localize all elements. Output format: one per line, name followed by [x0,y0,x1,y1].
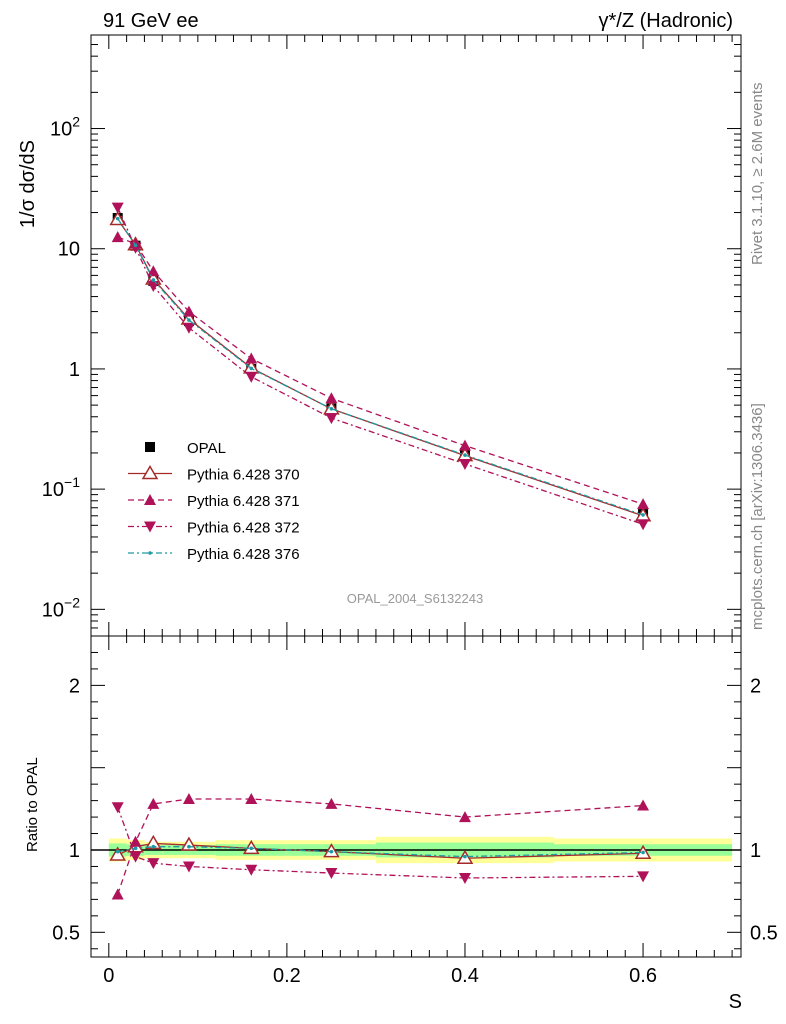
main-ytick-label: 10−1 [42,474,80,501]
ratio-series-1-point-3 [182,792,195,804]
ratio-ytick-label: 2 [69,675,80,697]
ratio-xtick-label: 0 [103,965,114,987]
main-series-4-point-6 [463,453,467,457]
analysis-watermark: OPAL_2004_S6132243 [347,591,483,606]
ratio-series-1-point-0 [111,888,124,900]
main-series-2-point-7 [637,498,650,510]
legend-marker-4 [148,551,152,555]
ratio-series-0-point-0 [109,846,127,861]
ratio-series-2-point-4 [245,864,258,876]
ratio-series-3-point-3 [187,844,191,849]
ratio-xtick-label: 0.4 [451,965,479,987]
ratio-series-1-point-4 [245,792,258,804]
ratio-series-3-point-7 [641,850,645,855]
legend-marker-1 [141,465,159,480]
ratio-series-3-point-0 [115,849,120,854]
main-series-3-point-2 [147,280,160,292]
ratio-series-2-point-6 [458,872,471,884]
main-ytick-label: 102 [50,114,80,141]
main-series-2-point-4 [245,352,258,364]
ratio-series-2-point-2 [147,858,160,870]
main-series-2-point-0 [111,231,124,243]
main-series-4-point-7 [641,513,645,517]
ratio-frame [90,635,742,958]
main-series-3-point-6 [458,458,471,470]
ratio-series-2-point-1 [129,851,142,863]
legend-label-2: Pythia 6.428 371 [187,493,300,510]
main-series-2-point-3 [182,305,195,317]
main-series-4-line [117,218,644,516]
main-ytick-label: 10 [58,239,80,261]
side-label-rivet: Rivet 3.1.10, ≥ 2.6M events [749,83,766,266]
main-series-2-line [117,236,644,505]
main-series-3-point-3 [182,322,195,334]
main-series-4-point-5 [329,406,334,411]
side-label-mcplots: mcplots.cern.ch [arXiv:1306.3436] [749,403,766,630]
main-ytick-label: 1 [69,359,80,381]
main-series-3-point-7 [637,519,650,531]
ratio-series-1-line [117,798,644,895]
x-axis-label: S [729,991,742,1013]
ratio-ytick-label: 0.5 [52,922,80,944]
main-series-2-point-2 [147,265,160,277]
legend-label-1: Pythia 6.428 370 [187,467,300,484]
ratio-series-2-point-7 [637,871,650,883]
main-series-3-point-0 [111,202,124,214]
main-series-2-point-6 [458,439,471,451]
main-plot: 10−2 10−1 1 10 102 [42,34,742,637]
ratio-series-2-point-3 [182,861,195,873]
legend: OPAL Pythia 6.428 370 Pythia 6.428 371 Pyth… [128,440,300,563]
legend-label-0: OPAL [187,440,226,457]
legend-label-4: Pythia 6.428 376 [187,546,300,563]
main-series-3-point-1 [129,242,142,254]
main-series-4-point-2 [151,278,156,282]
legend-marker-2 [144,494,156,505]
ratio-series-1-point-7 [637,799,650,811]
ratio-series-1-point-6 [458,811,471,823]
ratio-series-1-point-5 [325,797,338,809]
main-series-4-point-1 [133,243,138,248]
ratio-plot: 0.5 0.5 1 1 2 2 0 0.2 0.4 0.6 [52,635,778,987]
header-left: 91 GeV ee [103,10,199,32]
main-series-4-point-4 [249,366,254,371]
ratio-ytick-label: 1 [69,840,80,862]
ratio-ylabel: Ratio to OPAL [24,757,41,852]
ratio-series-2-point-0 [111,802,124,814]
legend-label-3: Pythia 6.428 372 [187,520,300,537]
ratio-series-1-point-2 [147,797,160,809]
legend-marker-0 [145,442,155,452]
main-series-3-point-5 [325,413,338,425]
ratio-xtick-label: 0.6 [629,965,657,987]
ratio-series-3-line [117,846,644,858]
ratio-series-2-point-5 [325,868,338,880]
ratio-xtick-label: 0.2 [273,965,301,987]
main-series-4-point-3 [187,318,191,322]
main-ytick-label: 10−2 [42,594,80,621]
legend-marker-3 [144,521,156,533]
ratio-series-3-point-4 [249,846,254,851]
ratio-series-1-point-1 [129,835,142,847]
ratio-series-3-point-2 [151,844,156,849]
main-series-2-point-5 [325,392,338,404]
ratio-ytick-label-right: 2 [750,675,761,697]
header-right: γ*/Z (Hadronic) [599,10,733,32]
ratio-ytick-label-right: 1 [750,840,761,862]
main-series-3-point-4 [245,371,258,383]
main-series-4-point-0 [115,216,120,221]
ratio-series-3-point-1 [133,846,138,851]
main-ylabel: 1/σ dσ/dS [17,140,39,228]
ratio-series-3-point-5 [329,849,334,854]
ratio-ytick-label-right: 0.5 [750,922,778,944]
ratio-series-3-point-6 [463,854,467,859]
